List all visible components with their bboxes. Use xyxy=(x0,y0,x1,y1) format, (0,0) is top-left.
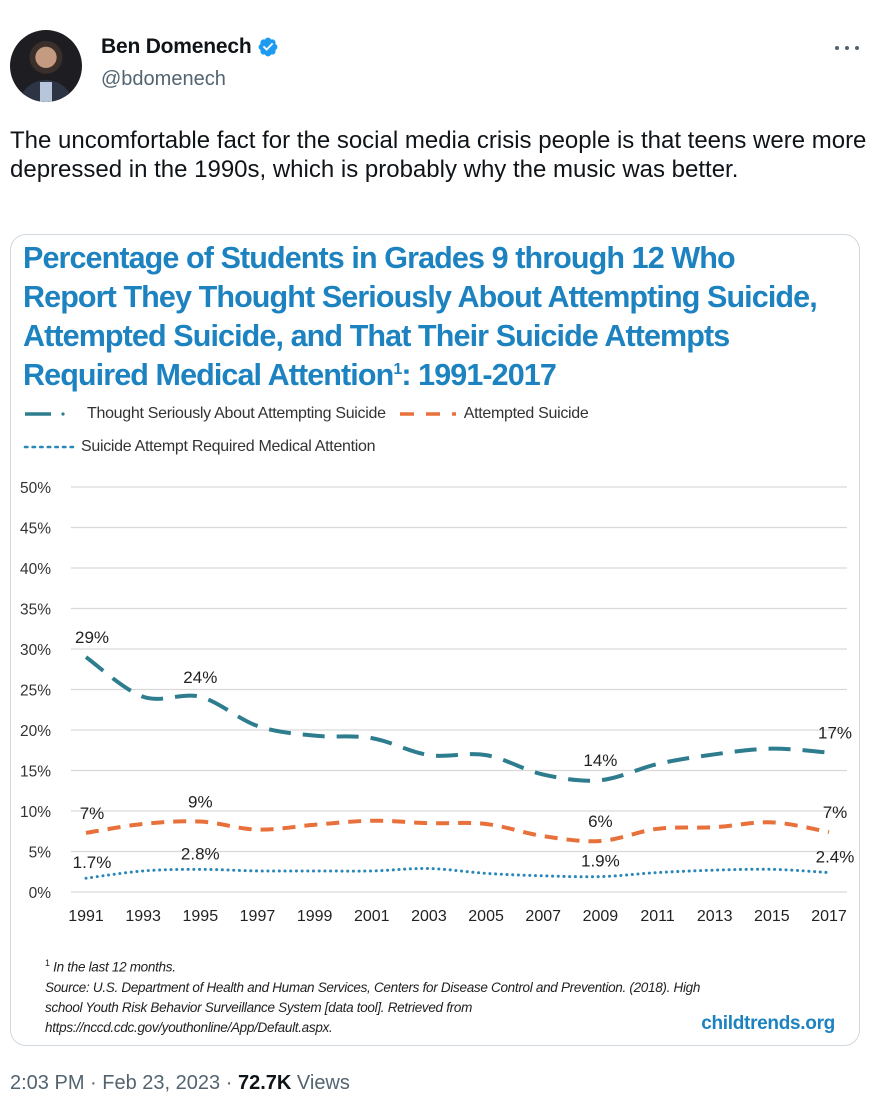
legend-swatch-medical xyxy=(23,445,75,449)
chart-title-suffix: : 1991-2017 xyxy=(401,358,556,392)
meta-separator: · xyxy=(225,1072,233,1094)
y-tick-label: 15% xyxy=(20,764,51,781)
x-tick-label: 2009 xyxy=(583,908,619,925)
tweet-meta: 2:03 PM · Feb 23, 2023 · 72.7K Views xyxy=(10,1072,350,1095)
x-tick-label: 2015 xyxy=(754,908,790,925)
series-line-attempted xyxy=(85,818,830,844)
tweet-text: The uncomfortable fact for the social me… xyxy=(10,127,867,183)
x-tick-label: 2017 xyxy=(811,908,847,925)
chart-title: Percentage of Students in Grades 9 throu… xyxy=(23,239,823,395)
tweet-date[interactable]: Feb 23, 2023 xyxy=(102,1072,221,1094)
x-tick-label: 1991 xyxy=(68,908,104,925)
y-tick-label: 25% xyxy=(20,683,51,700)
y-tick-label: 10% xyxy=(20,804,51,821)
ellipsis-dot-icon xyxy=(855,46,859,50)
legend-item-attempted: Attempted Suicide xyxy=(398,405,589,423)
data-label: 6% xyxy=(588,812,613,831)
x-tick-label: 2013 xyxy=(697,908,733,925)
data-label: 9% xyxy=(188,793,213,812)
ellipsis-dot-icon xyxy=(835,46,839,50)
data-label: 2.8% xyxy=(181,844,220,863)
chart-footnote: 1 In the last 12 months. Source: U.S. De… xyxy=(45,953,825,1038)
meta-separator: · xyxy=(90,1072,97,1094)
y-tick-label: 45% xyxy=(20,521,51,538)
views-label: Views xyxy=(296,1072,350,1094)
data-label: 14% xyxy=(583,751,617,770)
more-options-button[interactable] xyxy=(832,38,862,58)
x-tick-label: 1995 xyxy=(183,908,219,925)
y-tick-label: 20% xyxy=(20,723,51,740)
ellipsis-dot-icon xyxy=(845,46,849,50)
x-tick-label: 2005 xyxy=(468,908,504,925)
x-tick-label: 2003 xyxy=(411,908,447,925)
legend-row-1: Thought Seriously About Attempting Suici… xyxy=(23,405,589,423)
legend-row-2: Suicide Attempt Required Medical Attenti… xyxy=(23,438,376,456)
series-line-thought xyxy=(84,655,830,783)
data-label: 17% xyxy=(818,724,852,743)
legend-label-thought: Thought Seriously About Attempting Suici… xyxy=(87,405,386,422)
chart-title-main: Percentage of Students in Grades 9 throu… xyxy=(23,241,818,392)
x-tick-label: 2001 xyxy=(354,908,390,925)
data-label: 7% xyxy=(823,803,848,822)
verified-badge-icon xyxy=(259,37,278,57)
author-name-row: Ben Domenech xyxy=(101,35,279,59)
x-tick-label: 1997 xyxy=(240,908,276,925)
legend-item-thought: Thought Seriously About Attempting Suici… xyxy=(23,405,386,423)
source-line-3: https://nccd.cdc.gov/youthonline/App/Def… xyxy=(45,1019,333,1035)
y-tick-label: 30% xyxy=(20,642,51,659)
author-display-name[interactable]: Ben Domenech xyxy=(101,35,252,58)
data-label: 29% xyxy=(75,628,109,647)
y-tick-label: 35% xyxy=(20,602,51,619)
x-tick-label: 2007 xyxy=(525,908,561,925)
data-label: 2.4% xyxy=(816,848,855,867)
legend-swatch-attempted xyxy=(399,412,456,416)
media-card[interactable]: Percentage of Students in Grades 9 throu… xyxy=(10,234,860,1046)
chart-title-footnote-mark: 1 xyxy=(393,360,402,378)
footnote-line: 1 In the last 12 months. xyxy=(45,953,825,978)
data-label: 24% xyxy=(183,668,217,687)
views-count: 72.7K xyxy=(237,1072,292,1094)
y-tick-label: 0% xyxy=(29,885,52,902)
data-label: 7% xyxy=(80,804,105,823)
x-tick-label: 1999 xyxy=(297,908,333,925)
legend-label-attempted: Attempted Suicide xyxy=(463,405,589,422)
series-line-medical xyxy=(84,866,831,880)
author-handle[interactable]: @bdomenech xyxy=(101,68,226,90)
footnote-mark: 1 xyxy=(45,958,50,968)
avatar[interactable] xyxy=(10,30,82,102)
source-line-2: school Youth Risk Behavior Surveillance … xyxy=(45,999,473,1015)
data-label: 1.7% xyxy=(73,853,112,872)
legend-label-medical: Suicide Attempt Required Medical Attenti… xyxy=(81,438,376,455)
y-tick-label: 50% xyxy=(20,480,51,497)
brand-logo-text: childtrends.org xyxy=(701,1013,835,1034)
x-tick-label: 1993 xyxy=(125,908,161,925)
legend-swatch-thought xyxy=(25,412,65,416)
tweet-time[interactable]: 2:03 PM xyxy=(10,1072,85,1094)
line-chart: 0% 5% 10% 15% 20% 25% 30% 35% 40% 45% 50% 1991 1993 1… xyxy=(20,480,855,925)
y-tick-label: 5% xyxy=(29,845,52,862)
avatar-shirt xyxy=(40,82,52,102)
data-label: 1.9% xyxy=(581,852,620,871)
footnote-text: In the last 12 months. xyxy=(53,959,176,975)
legend-item-medical: Suicide Attempt Required Medical Attenti… xyxy=(23,438,376,456)
source-line-1: Source: U.S. Department of Health and Hu… xyxy=(45,979,701,995)
tweet-header: Ben Domenech @bdomenech xyxy=(0,0,877,110)
x-tick-label: 2011 xyxy=(640,908,675,925)
y-tick-label: 40% xyxy=(20,561,51,578)
